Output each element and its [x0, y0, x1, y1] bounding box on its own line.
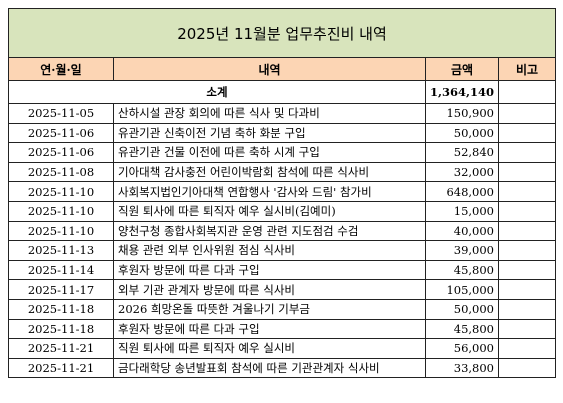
amount-cell: 50,000 [425, 122, 499, 144]
description-cell: 기아대책 감사충전 어린이박람회 참석에 따른 식사비 [113, 161, 426, 183]
note-cell [497, 338, 557, 359]
amount-cell: 32,000 [425, 161, 499, 183]
date-cell: 2025-11-18 [8, 318, 114, 340]
expense-row: 2025-11-18 2026 희망온돌 따뜻한 겨울나기 기부금 50,000 [8, 298, 557, 320]
description-cell: 사회복지법인기아대책 연합행사 '감사와 드림' 참가비 [113, 181, 426, 202]
amount-cell: 52,840 [425, 142, 499, 163]
description-cell: 유관기관 건물 이전에 따른 축하 시계 구입 [113, 142, 426, 163]
title-row: 2025년 11월분 업무추진비 내역 [7, 8, 557, 58]
expense-row: 2025-11-10 직원 퇴사에 따른 퇴직자 예우 실시비(김예미) 15,00… [8, 200, 557, 222]
expense-row: 2025-11-05 산하시설 관장 회의에 따른 식사 및 다과비 150,900 [8, 103, 557, 124]
expense-row: 2025-11-18 후원자 방문에 따른 다과 구입 45,800 [8, 318, 557, 340]
description-cell: 채용 관련 외부 인사위원 점심 식사비 [113, 240, 426, 261]
expense-row: 2025-11-13 채용 관련 외부 인사위원 점심 식사비 39,000 [8, 240, 557, 261]
note-cell [497, 142, 557, 163]
amount-cell: 33,800 [425, 357, 499, 379]
title: 2025년 11월분 업무추진비 내역 [7, 8, 557, 58]
amount-cell: 45,800 [425, 318, 499, 340]
subtotal-amount: 1,364,140 [425, 80, 499, 104]
note-cell [497, 103, 557, 124]
description-cell: 외부 기관 관계자 방문에 따른 식사비 [113, 279, 426, 300]
note-cell [497, 122, 557, 144]
description-cell: 직원 퇴사에 따른 퇴직자 예우 실시비 [113, 338, 426, 359]
amount-cell: 15,000 [425, 200, 499, 222]
expense-row: 2025-11-10 사회복지법인기아대책 연합행사 '감사와 드림' 참가비 64… [8, 181, 557, 202]
date-cell: 2025-11-17 [8, 279, 114, 300]
expense-row: 2025-11-10 양천구청 종합사회복지관 운영 관련 지도점검 수검 40,0… [8, 220, 557, 242]
date-cell: 2025-11-10 [8, 181, 114, 202]
note-cell [497, 318, 557, 340]
amount-cell: 39,000 [425, 240, 499, 261]
date-cell: 2025-11-13 [8, 240, 114, 261]
date-cell: 2025-11-21 [8, 357, 114, 379]
note-cell [497, 200, 557, 222]
amount-cell: 50,000 [425, 298, 499, 320]
description-cell: 2026 희망온돌 따뜻한 겨울나기 기부금 [113, 298, 426, 320]
note-cell [497, 181, 557, 202]
date-cell: 2025-11-18 [8, 298, 114, 320]
expense-row: 2025-11-21 직원 퇴사에 따른 퇴직자 예우 실시비 56,000 [8, 338, 557, 359]
description-cell: 양천구청 종합사회복지관 운영 관련 지도점검 수검 [113, 220, 426, 242]
note-cell [497, 259, 557, 281]
expense-row: 2025-11-08 기아대책 감사충전 어린이박람회 참석에 따른 식사비 32,… [8, 161, 557, 183]
note-cell [497, 220, 557, 242]
date-cell: 2025-11-08 [8, 161, 114, 183]
date-cell: 2025-11-10 [8, 200, 114, 222]
amount-cell: 105,000 [425, 279, 499, 300]
expense-row: 2025-11-17 외부 기관 관계자 방문에 따른 식사비 105,000 [8, 279, 557, 300]
date-cell: 2025-11-21 [8, 338, 114, 359]
amount-cell: 40,000 [425, 220, 499, 242]
description-cell: 후원자 방문에 따른 다과 구입 [113, 259, 426, 281]
subtotal-row: 소계 1,364,140 [8, 80, 557, 104]
header-cell: 내역 [113, 57, 426, 81]
date-cell: 2025-11-06 [8, 122, 114, 144]
description-cell: 직원 퇴사에 따른 퇴직자 예우 실시비(김예미) [113, 200, 426, 222]
expense-row: 2025-11-06 유관기관 신축이전 기념 축하 화분 구입 50,000 [8, 122, 557, 144]
date-cell: 2025-11-10 [8, 220, 114, 242]
description-cell: 금다래학당 송년발표회 참석에 따른 기관관계자 식사비 [113, 357, 426, 379]
date-cell: 2025-11-14 [8, 259, 114, 281]
amount-cell: 45,800 [425, 259, 499, 281]
note-cell [497, 279, 557, 300]
note-cell [497, 298, 557, 320]
amount-cell: 648,000 [425, 181, 499, 202]
header-cell: 비고 [497, 57, 557, 81]
description-cell: 산하시설 관장 회의에 따른 식사 및 다과비 [113, 103, 426, 124]
amount-cell: 56,000 [425, 338, 499, 359]
expense-row: 2025-11-06 유관기관 건물 이전에 따른 축하 시계 구입 52,840 [8, 142, 557, 163]
description-cell: 유관기관 신축이전 기념 축하 화분 구입 [113, 122, 426, 144]
description-cell: 후원자 방문에 따른 다과 구입 [113, 318, 426, 340]
expense-row: 2025-11-21 금다래학당 송년발표회 참석에 따른 기관관계자 식사비 33… [8, 357, 557, 379]
note-cell [497, 240, 557, 261]
header-row: 연·월·일 내역 금액 비고 [8, 57, 557, 81]
header-cell: 금액 [425, 57, 499, 81]
date-cell: 2025-11-05 [8, 103, 114, 124]
amount-cell: 150,900 [425, 103, 499, 124]
expense-table: 2025년 11월분 업무추진비 내역 연·월·일 내역 금액 비고 소계 1,… [7, 8, 557, 379]
expense-row: 2025-11-14 후원자 방문에 따른 다과 구입 45,800 [8, 259, 557, 281]
date-cell: 2025-11-06 [8, 142, 114, 163]
subtotal-label: 소계 [8, 80, 426, 104]
note-cell [497, 161, 557, 183]
note-cell [497, 80, 557, 104]
note-cell [497, 357, 557, 379]
header-cell: 연·월·일 [8, 57, 114, 81]
